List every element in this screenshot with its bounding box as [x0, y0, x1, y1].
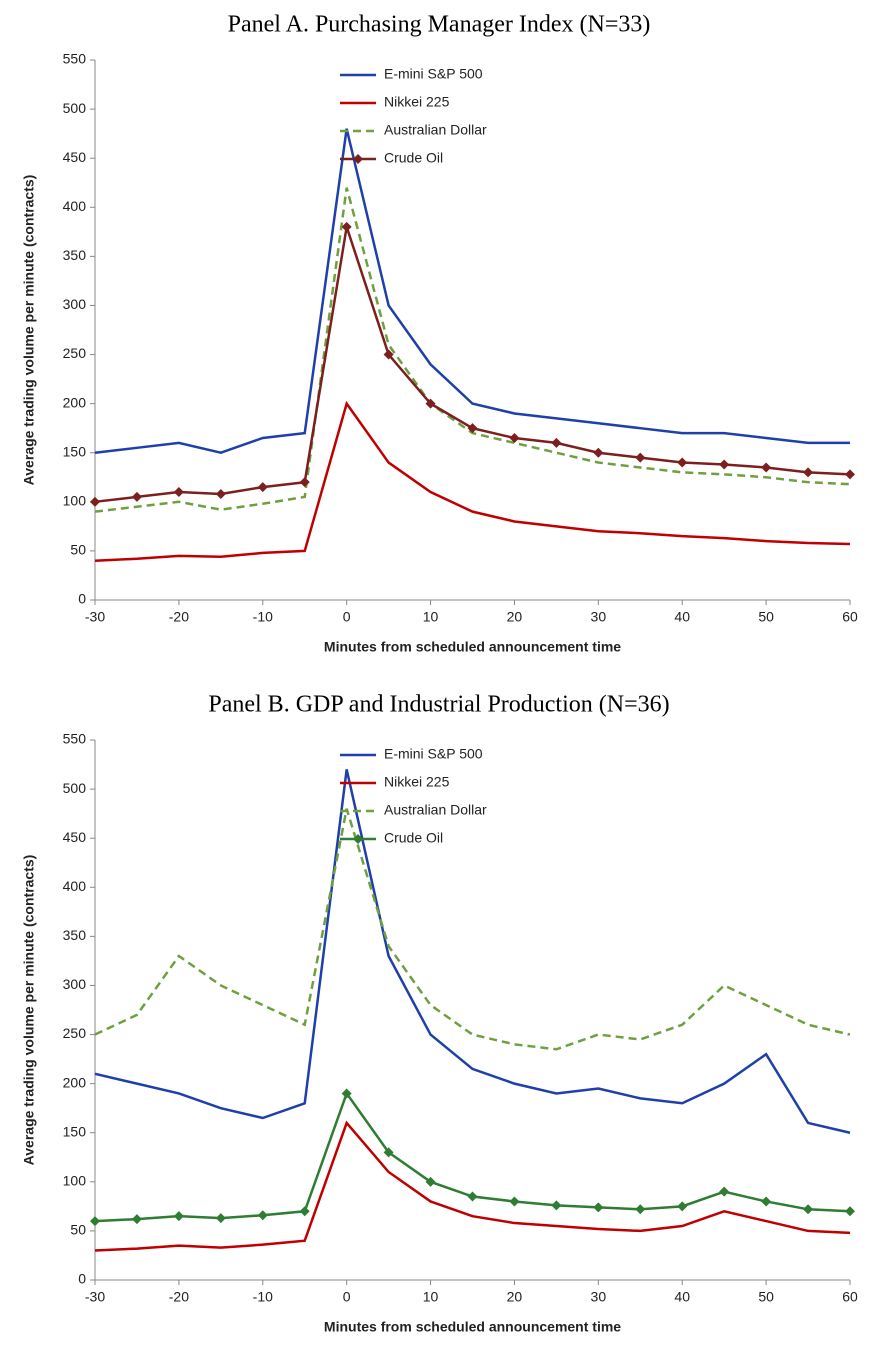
y-tick-label: 150 — [63, 1123, 87, 1139]
legend-label: Australian Dollar — [384, 802, 487, 818]
point-marker — [174, 487, 184, 497]
point-marker — [509, 1196, 519, 1206]
y-tick-label: 500 — [63, 780, 87, 796]
point-marker — [551, 1200, 561, 1210]
point-marker — [719, 1187, 729, 1197]
y-tick-label: 500 — [63, 100, 87, 116]
y-axis-title: Average trading volume per minute (contr… — [21, 175, 37, 486]
y-tick-label: 100 — [63, 1173, 87, 1189]
point-marker — [258, 1210, 268, 1220]
legend-label: Nikkei 225 — [384, 774, 450, 790]
point-marker — [300, 1206, 310, 1216]
point-marker — [593, 448, 603, 458]
point-marker — [216, 1213, 226, 1223]
x-tick-label: 20 — [507, 1289, 523, 1305]
y-tick-label: 300 — [63, 296, 87, 312]
y-tick-label: 550 — [63, 51, 87, 67]
x-tick-label: 10 — [423, 609, 439, 625]
panel-a: Panel A. Purchasing Manager Index (N=33)… — [0, 0, 879, 680]
chart-title: Panel A. Purchasing Manager Index (N=33) — [228, 12, 651, 38]
y-tick-label: 0 — [78, 591, 86, 607]
x-tick-label: 20 — [507, 609, 523, 625]
point-marker — [342, 222, 352, 232]
point-marker — [677, 458, 687, 468]
x-axis-title: Minutes from scheduled announcement time — [324, 639, 621, 655]
series-line — [95, 188, 850, 512]
y-axis-title: Average trading volume per minute (contr… — [21, 855, 37, 1166]
x-tick-label: -10 — [253, 609, 273, 625]
y-tick-label: 0 — [78, 1271, 86, 1287]
y-tick-label: 400 — [63, 878, 87, 894]
panel-b: Panel B. GDP and Industrial Production (… — [0, 680, 879, 1361]
point-marker — [845, 1206, 855, 1216]
legend-label: Nikkei 225 — [384, 94, 450, 110]
y-tick-label: 400 — [63, 198, 87, 214]
point-marker — [635, 453, 645, 463]
x-tick-label: -30 — [85, 1289, 105, 1305]
y-tick-label: 200 — [63, 1074, 87, 1090]
page: Panel A. Purchasing Manager Index (N=33)… — [0, 0, 879, 1361]
point-marker — [132, 1214, 142, 1224]
point-marker — [258, 482, 268, 492]
series-line — [95, 129, 850, 453]
y-tick-label: 250 — [63, 345, 87, 361]
x-tick-label: 10 — [423, 1289, 439, 1305]
x-axis-title: Minutes from scheduled announcement time — [324, 1319, 621, 1335]
x-tick-label: -10 — [253, 1289, 273, 1305]
y-tick-label: 300 — [63, 976, 87, 992]
x-tick-label: 40 — [674, 1289, 690, 1305]
y-tick-label: 350 — [63, 247, 87, 263]
point-marker — [132, 492, 142, 502]
y-tick-label: 50 — [70, 542, 86, 558]
y-tick-label: 250 — [63, 1025, 87, 1041]
legend-label: Australian Dollar — [384, 122, 487, 138]
y-tick-label: 200 — [63, 394, 87, 410]
x-tick-label: 0 — [343, 609, 351, 625]
series-line — [95, 1093, 850, 1221]
series-line — [95, 809, 850, 1050]
x-tick-label: -30 — [85, 609, 105, 625]
x-tick-label: -20 — [169, 1289, 189, 1305]
series-line — [95, 769, 850, 1132]
y-tick-label: 50 — [70, 1222, 86, 1238]
legend-label: E-mini S&P 500 — [384, 746, 483, 762]
x-tick-label: 40 — [674, 609, 690, 625]
point-marker — [677, 1201, 687, 1211]
x-tick-label: 30 — [591, 609, 607, 625]
legend-label: Crude Oil — [384, 830, 443, 846]
point-marker — [174, 1211, 184, 1221]
point-marker — [845, 469, 855, 479]
point-marker — [216, 489, 226, 499]
x-tick-label: -20 — [169, 609, 189, 625]
point-marker — [719, 460, 729, 470]
x-tick-label: 60 — [842, 609, 858, 625]
y-tick-label: 150 — [63, 443, 87, 459]
point-marker — [593, 1202, 603, 1212]
x-tick-label: 60 — [842, 1289, 858, 1305]
y-tick-label: 100 — [63, 493, 87, 509]
point-marker — [90, 497, 100, 507]
point-marker — [803, 1204, 813, 1214]
x-tick-label: 30 — [591, 1289, 607, 1305]
y-tick-label: 550 — [63, 731, 87, 747]
point-marker — [468, 1192, 478, 1202]
chart-title: Panel B. GDP and Industrial Production (… — [208, 692, 669, 718]
point-marker — [90, 1216, 100, 1226]
series-line — [95, 1123, 850, 1251]
point-marker — [551, 438, 561, 448]
legend-label: Crude Oil — [384, 150, 443, 166]
point-marker — [300, 477, 310, 487]
series-line — [95, 227, 850, 502]
point-marker — [635, 1204, 645, 1214]
point-marker — [761, 462, 771, 472]
x-tick-label: 50 — [758, 1289, 774, 1305]
y-tick-label: 450 — [63, 829, 87, 845]
y-tick-label: 450 — [63, 149, 87, 165]
point-marker — [761, 1196, 771, 1206]
y-tick-label: 350 — [63, 927, 87, 943]
legend-label: E-mini S&P 500 — [384, 66, 483, 82]
point-marker — [803, 467, 813, 477]
x-tick-label: 0 — [343, 1289, 351, 1305]
x-tick-label: 50 — [758, 609, 774, 625]
